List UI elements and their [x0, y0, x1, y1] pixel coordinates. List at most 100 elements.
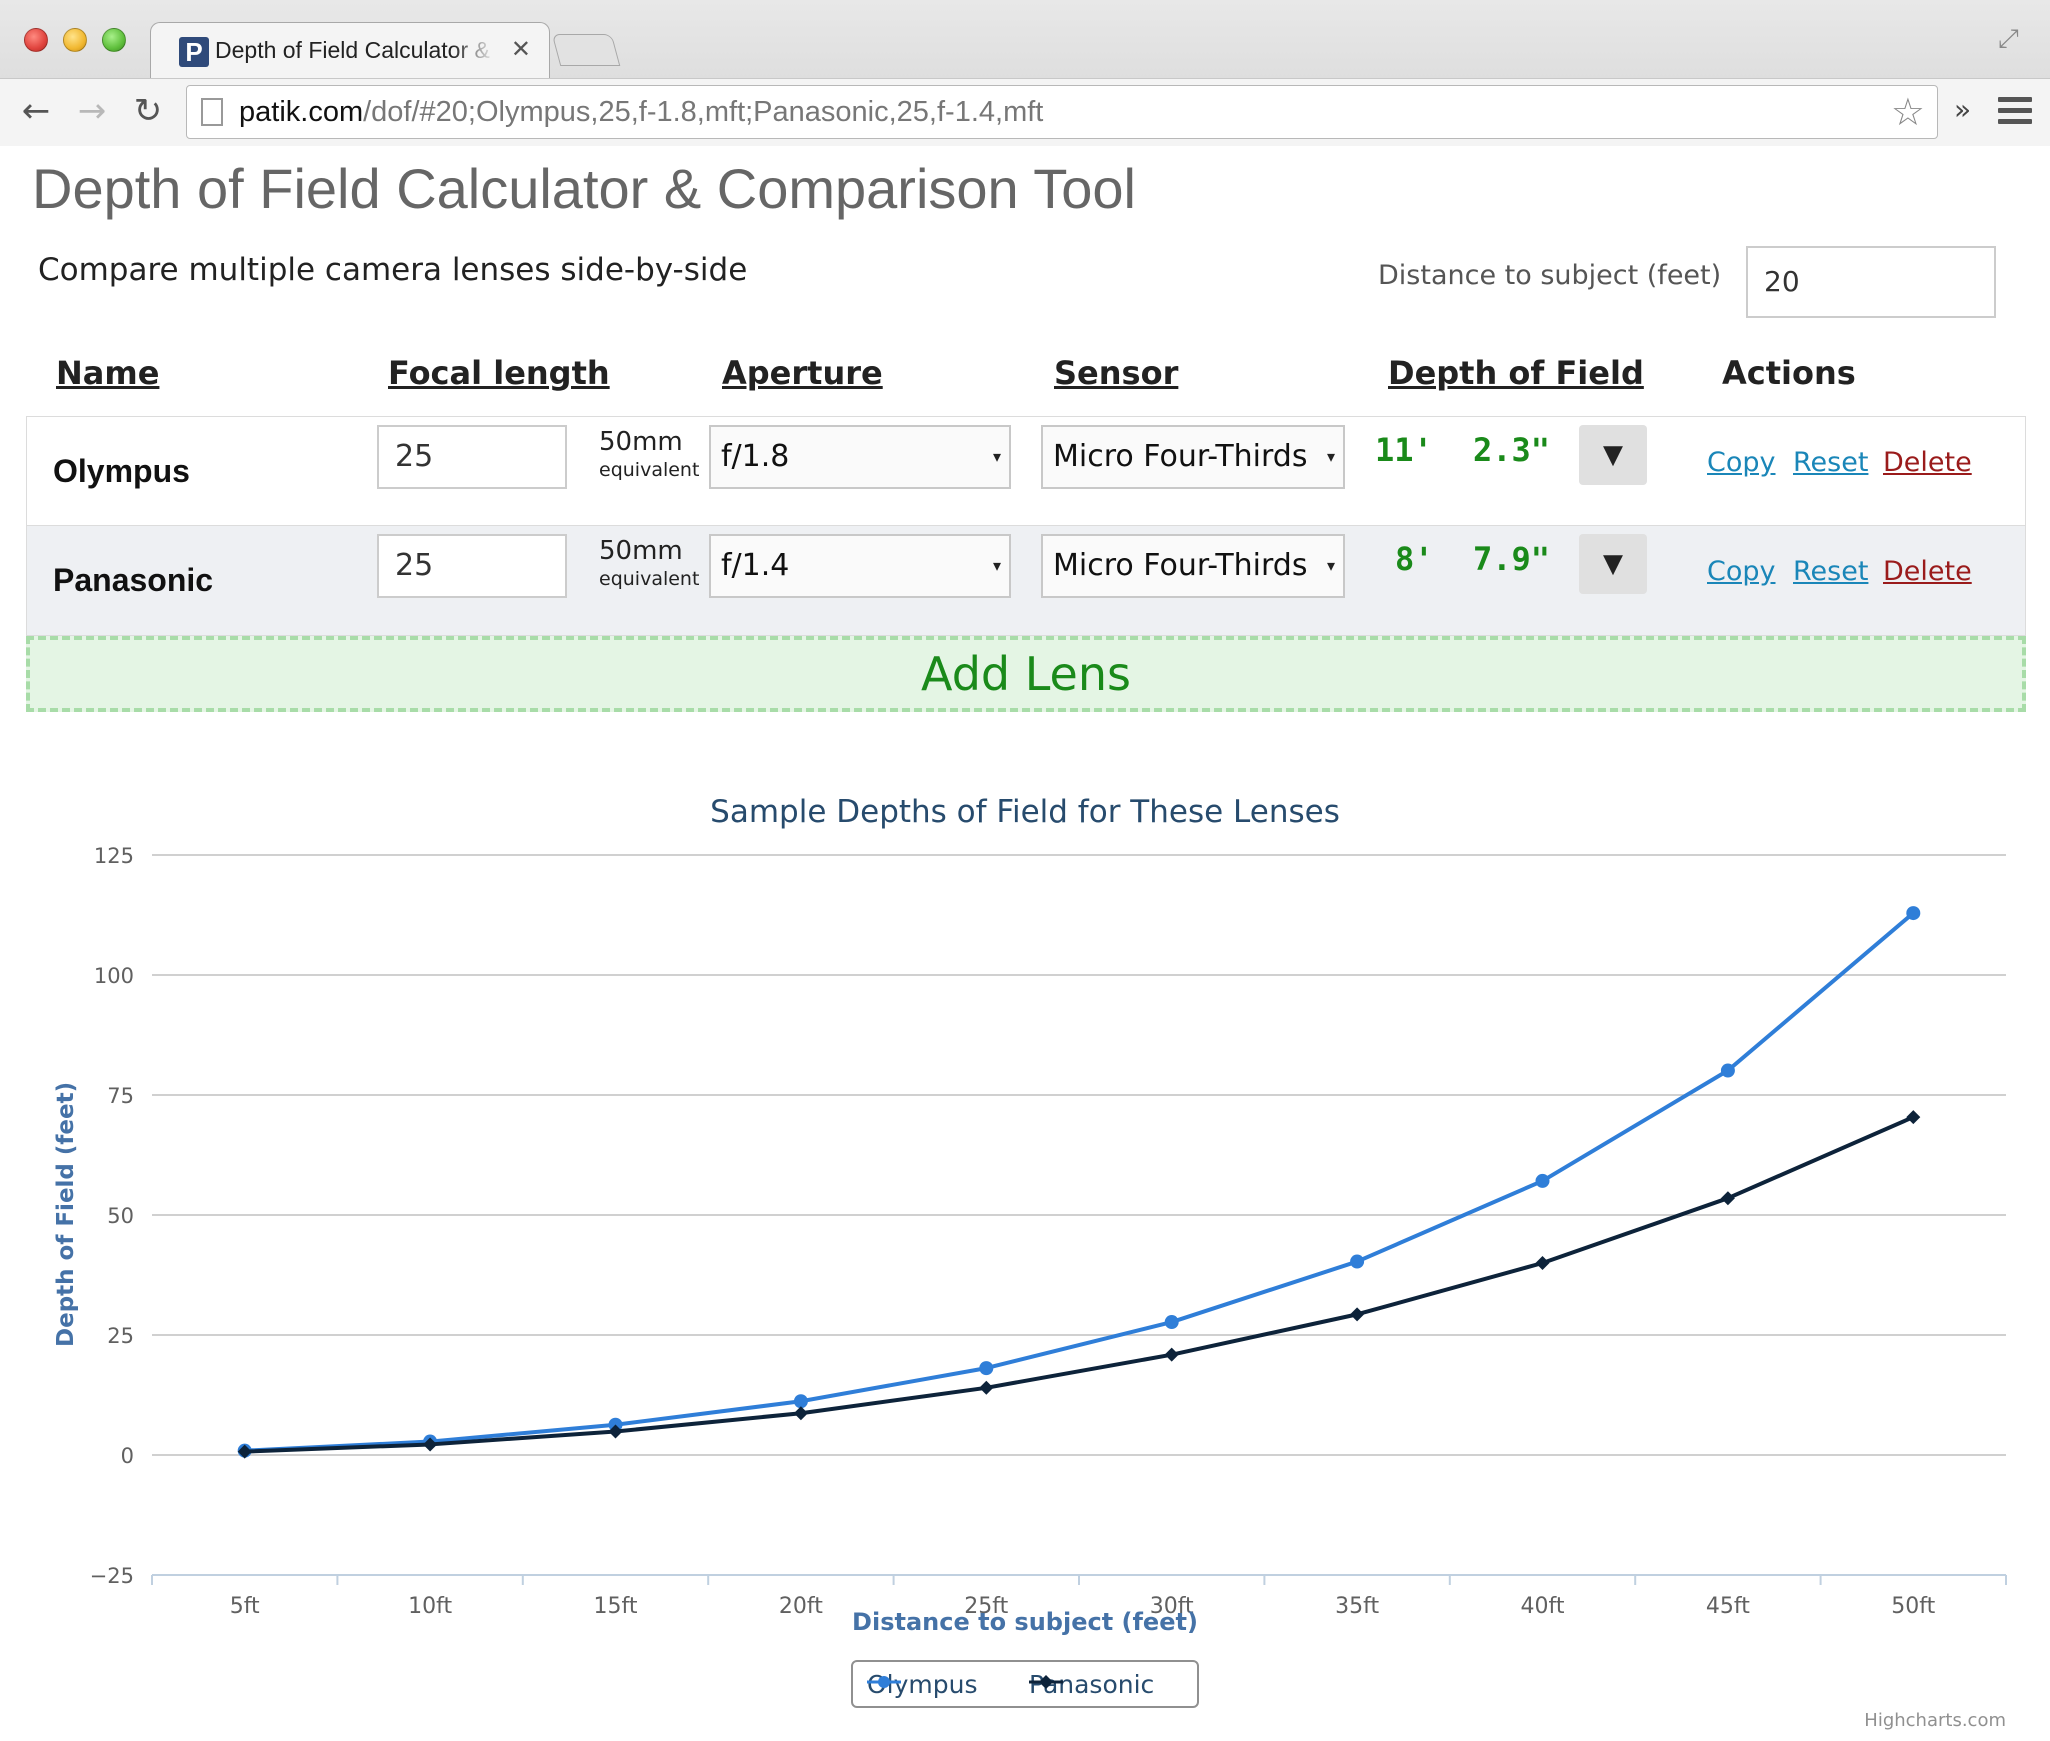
new-tab-button[interactable] [551, 34, 621, 66]
data-point [793, 1406, 808, 1421]
chart-plot: 125 100 75 50 25 0 −25 5ft 10ft 15ft 20ft 25ft 30ft 3… [90, 844, 2007, 1619]
dropdown-caret-icon: ▾ [1326, 556, 1335, 575]
browser-chrome: P Depth of Field Calculator & Comparison… [0, 0, 2050, 146]
y-tick-label: 0 [121, 1444, 134, 1468]
data-point [979, 1380, 994, 1395]
dof-inches: 7.9" [1473, 540, 1551, 578]
data-point [979, 1361, 994, 1376]
add-lens-button[interactable]: Add Lens [26, 636, 2026, 712]
data-point [1720, 1191, 1735, 1206]
browser-toolbar: ← → ↻ patik.com/dof/#20;Olympus,25,f-1.8… [0, 78, 2050, 146]
chart-title: Sample Depths of Field for These Lenses [710, 794, 1340, 830]
tab-close-icon[interactable]: ✕ [510, 35, 531, 63]
close-window-button[interactable] [24, 28, 48, 52]
x-tick-label: 45ft [1706, 1594, 1750, 1619]
y-tick-label: 50 [107, 1204, 134, 1228]
equivalent-label: equivalent [599, 459, 700, 481]
lens-name: Olympus [53, 453, 190, 489]
equivalent-focal-value: 50mm [599, 427, 683, 457]
favicon-icon: P [179, 37, 209, 67]
data-point [1535, 1173, 1550, 1188]
header-aperture[interactable]: Aperture [722, 354, 883, 392]
dof-details-toggle-icon[interactable]: ▼ [1579, 534, 1647, 594]
reset-link[interactable]: Reset [1793, 556, 1869, 587]
focal-length-input[interactable]: 25 [377, 534, 567, 598]
data-point [793, 1394, 808, 1409]
distance-input[interactable]: 20 [1746, 246, 1996, 318]
x-axis-title: Distance to subject (feet) [852, 1608, 1198, 1636]
forward-arrow-icon[interactable]: → [77, 91, 107, 131]
dropdown-caret-icon: ▾ [1326, 447, 1335, 466]
copy-link[interactable]: Copy [1707, 556, 1776, 587]
y-tick-label: 125 [94, 844, 134, 868]
x-tick-label: 40ft [1521, 1594, 1565, 1619]
extensions-overflow-icon[interactable]: » [1954, 93, 1972, 126]
delete-link[interactable]: Delete [1883, 447, 1972, 478]
equivalent-label: equivalent [599, 568, 700, 590]
copy-link[interactable]: Copy [1707, 447, 1776, 478]
page-title: Depth of Field Calculator & Comparison T… [32, 157, 1136, 220]
y-tick-label: 75 [107, 1084, 134, 1108]
chart-credits[interactable]: Highcharts.com [1864, 1710, 2006, 1731]
header-focal-length[interactable]: Focal length [388, 354, 610, 392]
legend-line-marker-icon [867, 1676, 901, 1688]
lens-name: Panasonic [53, 562, 214, 598]
dof-details-toggle-icon[interactable]: ▼ [1579, 425, 1647, 485]
header-actions: Actions [1722, 354, 1856, 392]
sensor-value: Micro Four-Thirds [1053, 548, 1308, 583]
data-point [608, 1424, 623, 1439]
minimize-window-button[interactable] [63, 28, 87, 52]
data-point [1164, 1315, 1179, 1330]
reload-icon[interactable]: ↻ [133, 91, 163, 131]
page-subtitle: Compare multiple camera lenses side-by-s… [38, 252, 748, 288]
data-point [1906, 1110, 1921, 1125]
dof-feet: 8' [1395, 540, 1434, 578]
aperture-select[interactable]: f/1.8 ▾ [709, 425, 1011, 489]
x-tick-label: 15ft [594, 1594, 638, 1619]
page-icon [201, 98, 223, 126]
legend-line-marker-icon [1029, 1675, 1063, 1689]
data-point [423, 1437, 438, 1452]
dropdown-caret-icon: ▾ [992, 556, 1001, 575]
lens-row: Panasonic 25 50mm equivalent f/1.4 ▾ Micr… [26, 526, 2026, 636]
sensor-select[interactable]: Micro Four-Thirds ▾ [1041, 534, 1345, 598]
x-tick-label: 5ft [230, 1594, 260, 1619]
aperture-select[interactable]: f/1.4 ▾ [709, 534, 1011, 598]
reset-link[interactable]: Reset [1793, 447, 1869, 478]
data-point [1535, 1256, 1550, 1270]
chart-legend: Olympus Panasonic [851, 1660, 1199, 1708]
x-tick-label: 20ft [779, 1594, 823, 1619]
fullscreen-icon[interactable]: ⤢ [1998, 24, 2019, 54]
url-text[interactable]: patik.com/dof/#20;Olympus,25,f-1.8,mft;P… [239, 96, 1043, 129]
distance-label: Distance to subject (feet) [1378, 260, 1722, 291]
x-tick-label: 25ft [964, 1594, 1008, 1619]
bookmark-star-icon[interactable]: ☆ [1890, 90, 1925, 134]
delete-link[interactable]: Delete [1883, 556, 1972, 587]
zoom-window-button[interactable] [102, 28, 126, 52]
legend-item-panasonic[interactable]: Panasonic [1029, 1670, 1154, 1699]
y-tick-label: −25 [90, 1564, 134, 1588]
data-point [1164, 1347, 1179, 1362]
url-host: patik.com [239, 96, 364, 128]
dof-inches: 2.3" [1473, 431, 1551, 469]
aperture-value: f/1.4 [721, 548, 790, 583]
data-point [1350, 1254, 1365, 1269]
header-sensor[interactable]: Sensor [1054, 354, 1179, 392]
dropdown-caret-icon: ▾ [992, 447, 1001, 466]
y-tick-label: 25 [107, 1324, 134, 1348]
address-bar[interactable]: patik.com/dof/#20;Olympus,25,f-1.8,mft;P… [186, 85, 1938, 139]
tab-title: Depth of Field Calculator & Comparison T… [215, 37, 495, 63]
series-line-panasonic [244, 1115, 1915, 1454]
header-depth-of-field[interactable]: Depth of Field [1388, 354, 1644, 392]
header-name[interactable]: Name [56, 354, 160, 392]
sensor-select[interactable]: Micro Four-Thirds ▾ [1041, 425, 1345, 489]
menu-icon[interactable] [1998, 97, 2032, 130]
back-arrow-icon[interactable]: ← [21, 91, 51, 131]
data-point [237, 1444, 252, 1459]
series-line-olympus [244, 911, 1915, 1453]
focal-length-input[interactable]: 25 [377, 425, 567, 489]
browser-tab[interactable]: P Depth of Field Calculator & Comparison… [150, 22, 550, 78]
x-tick-label: 50ft [1891, 1594, 1935, 1619]
legend-item-olympus[interactable]: Olympus [867, 1670, 978, 1699]
dof-chart: 125 100 75 50 25 0 −25 5ft 10ft 15ft 20ft 25ft 30ft 3… [0, 770, 2050, 1741]
